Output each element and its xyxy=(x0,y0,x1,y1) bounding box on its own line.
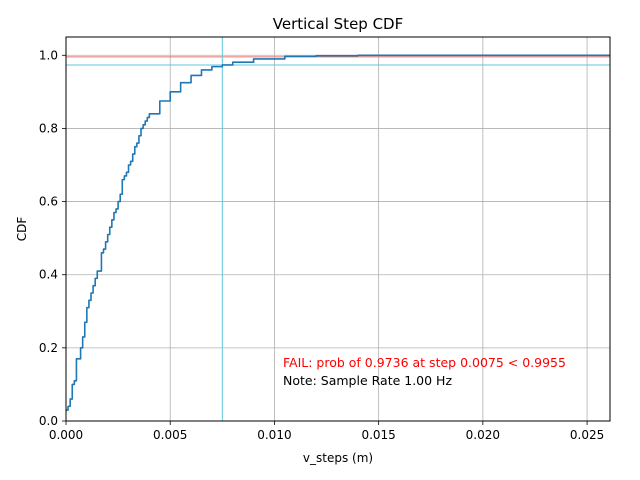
x-tick-label: 0.020 xyxy=(466,428,500,442)
reference-lines xyxy=(66,37,610,421)
y-tick-label: 0.4 xyxy=(39,268,58,282)
cdf-series-line xyxy=(66,54,610,411)
series-layer xyxy=(66,54,610,411)
x-tick-label: 0.010 xyxy=(257,428,291,442)
y-tick-label: 1.0 xyxy=(39,48,58,62)
y-axis-label: CDF xyxy=(15,217,29,242)
x-tick-label: 0.025 xyxy=(570,428,604,442)
x-axis-label: v_steps (m) xyxy=(303,451,373,465)
x-axis-ticks: 0.000 0.005 0.010 0.015 0.020 0.025 xyxy=(49,421,604,442)
y-axis-ticks: 0.0 0.2 0.4 0.6 0.8 1.0 xyxy=(39,48,66,428)
x-tick-label: 0.015 xyxy=(361,428,395,442)
plot-frame xyxy=(65,36,611,422)
x-tick-label: 0.005 xyxy=(153,428,187,442)
y-tick-label: 0.0 xyxy=(39,414,58,428)
y-tick-label: 0.6 xyxy=(39,195,58,209)
chart-title: Vertical Step CDF xyxy=(273,15,404,33)
fail-annotation: FAIL: prob of 0.9736 at step 0.0075 < 0.… xyxy=(283,355,566,370)
sample-rate-note: Note: Sample Rate 1.00 Hz xyxy=(283,373,452,388)
x-tick-label: 0.000 xyxy=(49,428,83,442)
y-tick-label: 0.2 xyxy=(39,341,58,355)
y-tick-label: 0.8 xyxy=(39,121,58,135)
